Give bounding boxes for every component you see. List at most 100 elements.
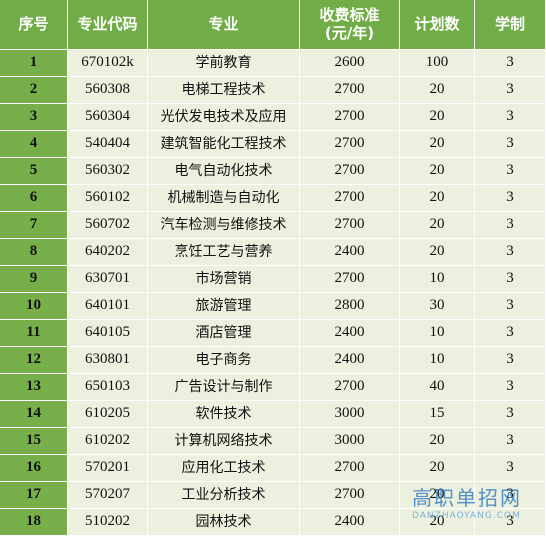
table-cell: 2600 [300,50,400,77]
table-cell: 烹饪工艺与营养 [148,239,300,266]
table-cell: 3 [475,401,546,428]
table-cell: 2700 [300,185,400,212]
table-cell: 3 [475,374,546,401]
table-cell: 570201 [68,455,148,482]
watermark-url: DANZHAOYANG.COM [412,511,521,521]
table-cell: 20 [400,158,475,185]
table-cell: 560102 [68,185,148,212]
table-cell: 20 [400,77,475,104]
table-cell: 630701 [68,266,148,293]
table-cell: 学前教育 [148,50,300,77]
table-cell: 机械制造与自动化 [148,185,300,212]
table-cell: 10 [400,320,475,347]
table-cell: 3 [475,77,546,104]
table-cell: 10 [400,266,475,293]
header-cell: 专业 [148,0,300,50]
header-cell: 序号 [0,0,68,50]
table-cell: 广告设计与制作 [148,374,300,401]
header-cell: 学制 [475,0,546,50]
table-cell: 电子商务 [148,347,300,374]
table-cell: 20 [400,185,475,212]
table-cell: 20 [400,482,475,509]
row-number: 16 [0,455,68,482]
header-cell: 计划数 [400,0,475,50]
table-cell: 建筑智能化工程技术 [148,131,300,158]
table-cell: 2700 [300,77,400,104]
table-cell: 20 [400,131,475,158]
table-cell: 30 [400,293,475,320]
table-cell: 3 [475,428,546,455]
table-cell: 软件技术 [148,401,300,428]
table-cell: 2400 [300,347,400,374]
row-number: 13 [0,374,68,401]
table-cell: 20 [400,428,475,455]
table-cell: 20 [400,104,475,131]
table-cell: 610202 [68,428,148,455]
table-cell: 2700 [300,212,400,239]
table-cell: 640105 [68,320,148,347]
table-cell: 3 [475,509,546,536]
row-number: 2 [0,77,68,104]
table-cell: 20 [400,212,475,239]
row-number: 1 [0,50,68,77]
table-cell: 560304 [68,104,148,131]
row-number: 8 [0,239,68,266]
table-cell: 旅游管理 [148,293,300,320]
table-cell: 2400 [300,320,400,347]
row-number: 6 [0,185,68,212]
table-cell: 540404 [68,131,148,158]
table-cell: 20 [400,509,475,536]
table-cell: 2400 [300,239,400,266]
table-cell: 3 [475,347,546,374]
table-cell: 2700 [300,158,400,185]
table-cell: 100 [400,50,475,77]
table-cell: 2700 [300,266,400,293]
table-cell: 2700 [300,104,400,131]
table-cell: 3 [475,158,546,185]
table-cell: 市场营销 [148,266,300,293]
table-cell: 570207 [68,482,148,509]
row-number: 5 [0,158,68,185]
row-number: 14 [0,401,68,428]
table-cell: 2700 [300,374,400,401]
row-number: 18 [0,509,68,536]
table-cell: 电梯工程技术 [148,77,300,104]
row-number: 4 [0,131,68,158]
table-cell: 650103 [68,374,148,401]
table-cell: 20 [400,239,475,266]
table-cell: 2700 [300,131,400,158]
header-cell: 专业代码 [68,0,148,50]
table-cell: 3 [475,266,546,293]
table-cell: 工业分析技术 [148,482,300,509]
table-cell: 汽车检测与维修技术 [148,212,300,239]
row-number: 10 [0,293,68,320]
table-cell: 3 [475,320,546,347]
table-cell: 630801 [68,347,148,374]
table-cell: 3 [475,455,546,482]
table-cell: 640202 [68,239,148,266]
table-cell: 酒店管理 [148,320,300,347]
watermark: 高职单招网 DANZHAOYANG.COM [412,482,546,521]
table-cell: 3 [475,239,546,266]
table-cell: 3000 [300,401,400,428]
table-cell: 20 [400,455,475,482]
table-cell: 2400 [300,509,400,536]
table-cell: 3 [475,212,546,239]
table-cell: 3 [475,131,546,158]
table-cell: 670102k [68,50,148,77]
row-number: 7 [0,212,68,239]
table-cell: 3 [475,185,546,212]
row-number: 17 [0,482,68,509]
table-cell: 560302 [68,158,148,185]
row-number: 9 [0,266,68,293]
table-cell: 15 [400,401,475,428]
row-number: 15 [0,428,68,455]
table-cell: 640101 [68,293,148,320]
table-cell: 计算机网络技术 [148,428,300,455]
table-cell: 10 [400,347,475,374]
table-cell: 应用化工技术 [148,455,300,482]
watermark-name: 高职单招网 [412,486,522,510]
table-cell: 560308 [68,77,148,104]
table-cell: 3 [475,50,546,77]
